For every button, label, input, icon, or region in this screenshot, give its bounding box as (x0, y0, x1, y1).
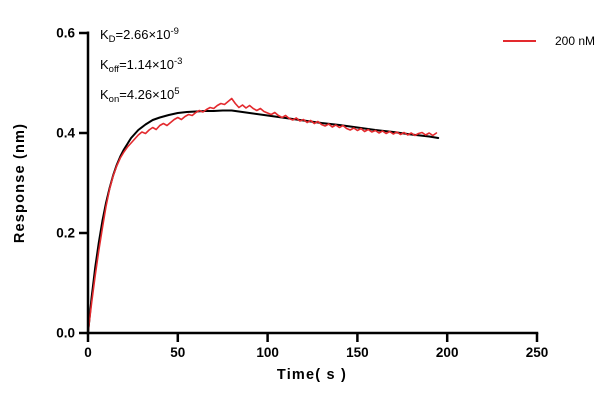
x-axis-title: Time( s ) (277, 367, 347, 383)
legend: 200 nM (503, 34, 595, 48)
x-tick-label: 250 (526, 345, 549, 360)
legend-label: 200 nM (555, 34, 596, 48)
kinetics-line-kon: Kon=4.26×105 (100, 86, 180, 105)
x-axis-ticks: 0 50 100 150 200 250 (84, 333, 548, 360)
y-axis-ticks: 0.0 0.2 0.4 0.6 (56, 26, 88, 341)
legend-line-swatch (503, 40, 536, 42)
kinetics-line-kd: KD=2.66×10-9 (100, 26, 179, 45)
x-tick-label: 200 (436, 345, 459, 360)
x-tick-label: 50 (170, 345, 185, 360)
x-tick-label: 100 (256, 345, 279, 360)
kinetics-line-koff: Koff=1.14×10-3 (100, 56, 183, 75)
fit-curve (87, 109, 440, 334)
kinetics-annotation: KD=2.66×10-9 Koff=1.14×10-3 Kon=4.26×105 (100, 21, 182, 111)
y-tick-label: 0.6 (56, 26, 75, 41)
y-tick-label: 0.0 (56, 326, 75, 341)
y-tick-label: 0.2 (56, 226, 75, 241)
y-tick-label: 0.4 (56, 126, 75, 141)
x-tick-label: 150 (346, 345, 369, 360)
data-series-200nM (87, 97, 438, 334)
y-axis-title: Response (nm) (12, 123, 28, 243)
x-tick-label: 0 (84, 345, 92, 360)
